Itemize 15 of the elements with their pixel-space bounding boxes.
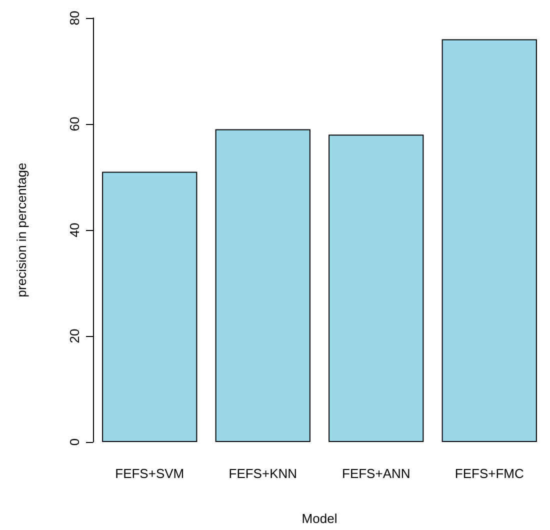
y-tick-label: 40 <box>67 222 82 238</box>
bar <box>442 39 537 442</box>
x-axis-title: Model <box>302 511 338 526</box>
y-tick-label: 20 <box>67 328 82 344</box>
y-tick-label: 0 <box>67 438 82 446</box>
x-tick-label: FEFS+SVM <box>115 466 184 481</box>
bar <box>328 134 424 442</box>
x-tick-label: FEFS+FMC <box>454 466 524 481</box>
y-tick-label: 80 <box>67 10 82 26</box>
y-axis-title: precision in percentage <box>14 162 29 298</box>
bar <box>102 172 198 442</box>
x-tick-label: FEFS+KNN <box>228 466 298 481</box>
x-tick-label: FEFS+ANN <box>342 466 410 481</box>
bar <box>215 129 310 442</box>
y-tick-label: 60 <box>67 116 82 132</box>
